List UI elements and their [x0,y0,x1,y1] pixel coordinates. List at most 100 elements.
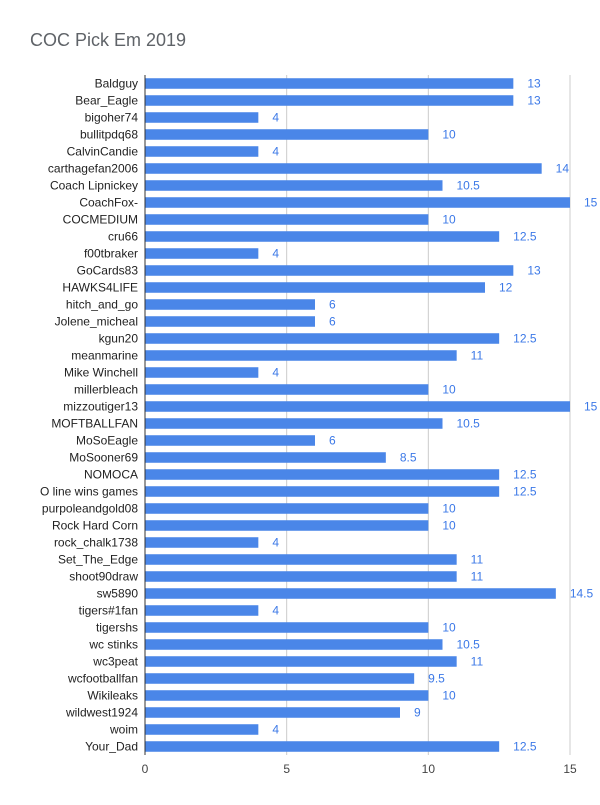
bar [145,299,315,310]
bar [145,384,429,395]
value-label: 4 [272,723,279,737]
value-label: 10.5 [457,638,481,652]
x-tick-label: 10 [422,762,436,776]
category-label: Coach Lipnickey [50,179,138,193]
x-tick-label: 15 [563,762,577,776]
category-label: wc3peat [92,655,138,669]
value-label: 4 [272,247,279,261]
category-label: bigoher74 [85,111,139,125]
value-label: 10.5 [457,417,481,431]
value-label: 11 [471,349,484,363]
category-label: cru66 [108,230,138,244]
bar [145,112,259,123]
category-label: carthagefan2006 [48,162,138,176]
value-label: 12.5 [513,485,537,499]
category-label: Your_Dad [85,740,138,754]
value-label: 9 [414,706,421,720]
bar [145,469,500,480]
value-label: 10 [442,383,456,397]
value-label: 4 [272,111,279,125]
bar [145,401,570,412]
bar [145,265,514,276]
category-label: Jolene_micheal [55,315,138,329]
category-label: COCMEDIUM [63,213,138,227]
value-label: 10 [442,213,456,227]
value-label: 8.5 [400,451,417,465]
bar [145,639,443,650]
value-label: 6 [329,434,336,448]
category-label: MOFTBALLFAN [51,417,138,431]
x-tick-label: 5 [283,762,290,776]
value-label: 6 [329,298,336,312]
bar [145,146,259,157]
category-label: CalvinCandie [67,145,139,159]
category-label: shoot90draw [69,570,138,584]
value-label: 15 [584,196,598,210]
category-label: HAWKS4LIFE [62,281,138,295]
category-label: tigers#1fan [79,604,138,618]
category-label: NOMOCA [84,468,138,482]
category-label: mizzoutiger13 [63,400,138,414]
value-label: 11 [471,570,484,584]
bar [145,418,443,429]
category-label: meanmarine [71,349,138,363]
bar [145,520,429,531]
bar [145,316,315,327]
category-label: purpoleandgold08 [42,502,138,516]
category-label: Set_The_Edge [58,553,138,567]
bar [145,622,429,633]
bar [145,78,514,89]
bar [145,350,457,361]
category-label: Rock Hard Corn [52,519,138,533]
bar [145,656,457,667]
bar [145,537,259,548]
bar [145,435,315,446]
value-label: 10 [442,128,456,142]
bar [145,248,259,259]
value-label: 14 [556,162,570,176]
value-label: 4 [272,604,279,618]
category-label: MoSooner69 [69,451,138,465]
value-label: 9.5 [428,672,445,686]
value-label: 10 [442,519,456,533]
category-label: tigershs [96,621,138,635]
value-label: 6 [329,315,336,329]
value-label: 11 [471,553,484,567]
bar [145,588,556,599]
bar [145,129,429,140]
category-label: rock_chalk1738 [54,536,138,550]
value-label: 12.5 [513,740,537,754]
bar [145,180,443,191]
value-label: 13 [527,77,541,91]
category-label: wcfootballfan [67,672,138,686]
bar [145,282,485,293]
category-label: wildwest1924 [65,706,138,720]
value-label: 10 [442,689,456,703]
category-label: Baldguy [95,77,138,91]
category-label: woim [109,723,138,737]
category-label: wc stinks [88,638,138,652]
category-label: Bear_Eagle [75,94,138,108]
bar [145,673,415,684]
chart-title: COC Pick Em 2019 [30,30,187,50]
bar [145,554,457,565]
bar [145,197,570,208]
bar [145,214,429,225]
value-label: 4 [272,366,279,380]
value-label: 11 [471,655,484,669]
x-tick-label: 0 [142,762,149,776]
value-label: 10 [442,621,456,635]
bar [145,690,429,701]
value-label: 13 [527,94,541,108]
value-label: 12 [499,281,513,295]
value-label: 12.5 [513,230,537,244]
value-label: 13 [527,264,541,278]
bar [145,724,259,735]
category-label: O line wins games [40,485,138,499]
value-label: 4 [272,145,279,159]
bar [145,605,259,616]
bar [145,95,514,106]
bar [145,486,500,497]
category-label: MoSoEagle [76,434,138,448]
